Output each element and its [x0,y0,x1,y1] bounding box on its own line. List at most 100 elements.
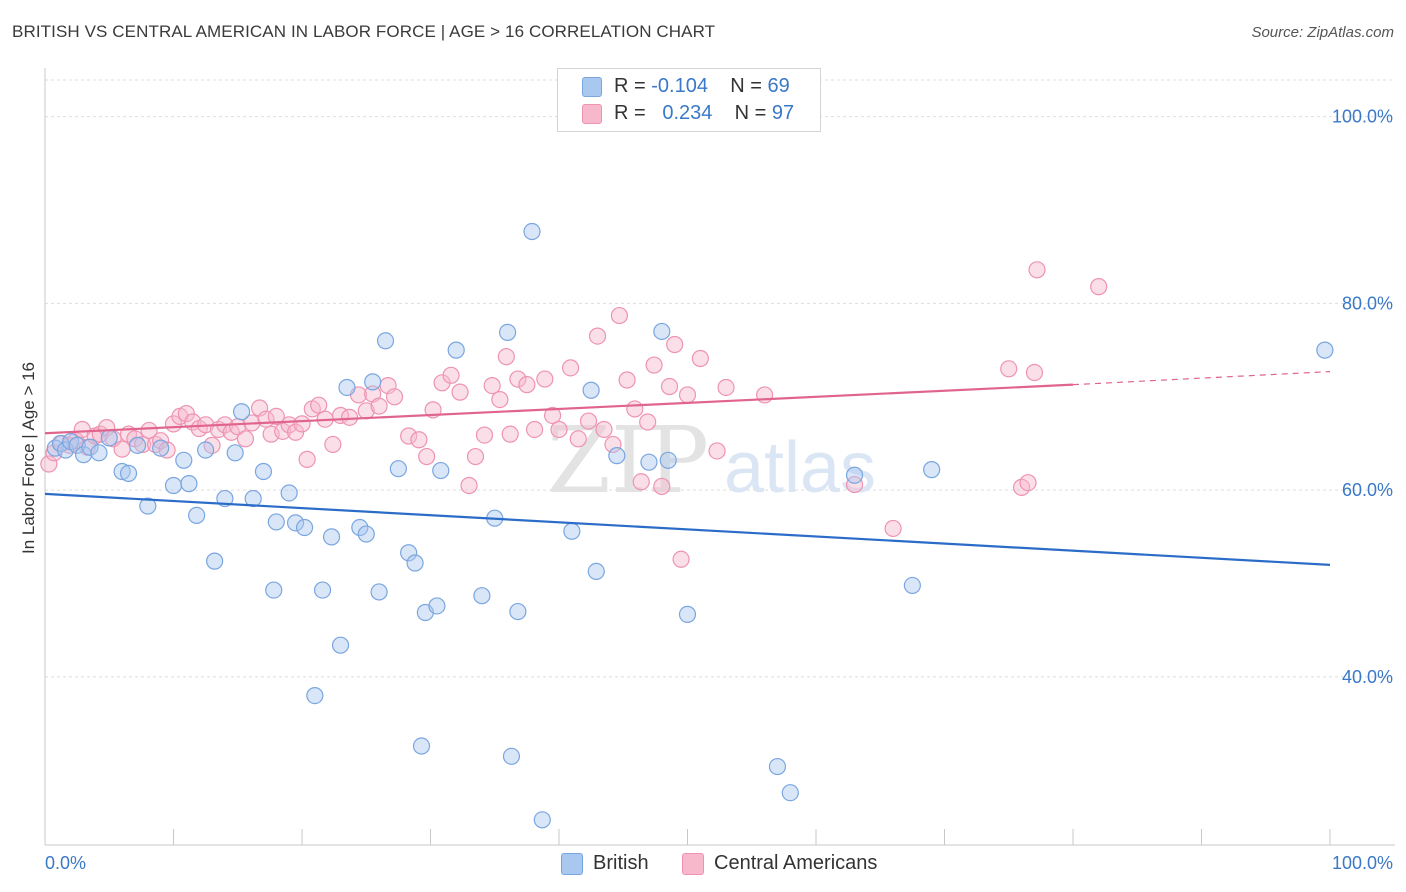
central-americans-point [466,447,485,466]
british-point [295,518,314,537]
y-tick-label: 100.0% [1332,107,1393,127]
central-legend-label: Central Americans [714,852,878,874]
central-americans-point [1025,363,1044,382]
british-point [197,441,215,459]
british-point [206,552,224,570]
british-point [768,757,787,776]
british-point [447,341,465,359]
central-americans-point [525,420,544,439]
gridlines [45,79,1395,678]
central-americans-point [400,427,418,445]
british-r-value: -0.104 [651,75,708,97]
british-trend-line [44,492,1331,566]
central-legend-swatch [682,853,704,875]
central-americans-point [501,425,519,443]
british-r-label: R = [614,75,646,97]
british-point [640,453,658,471]
british-point [267,513,285,531]
british-point [845,466,864,484]
central-americans-point [410,431,428,449]
central-americans-point [645,356,663,374]
central-r-label: R = [614,102,646,124]
central-americans-point [236,430,255,448]
british-point [338,378,356,397]
british-point [923,461,941,479]
british-point [608,447,626,465]
british-point [582,381,600,399]
central-americans-point [884,519,902,538]
british-point [523,222,541,241]
central-americans-point [40,455,58,473]
y-tick-label: 60.0% [1342,480,1393,500]
british-point [254,462,273,481]
british-point [331,636,350,654]
british-point [152,439,170,457]
central-americans-point [418,447,436,466]
central-americans-point [595,420,613,439]
central-americans-point [660,377,679,396]
central-americans-point [509,370,527,388]
source-label: Source: ZipAtlas.com [1251,24,1394,41]
british-point [100,429,118,447]
central-americans-point [1000,360,1018,378]
central-americans-point [610,306,628,325]
central-americans-point [113,440,131,458]
central-americans-point [385,388,404,406]
central-americans-point [475,426,494,444]
british-point [226,444,244,462]
trend-lines [44,370,1331,566]
british-point [376,332,395,350]
central-n-label: N = [734,102,767,124]
british-point [587,562,605,581]
axis-labels: 40.0% 60.0% 80.0% 100.0% 0.0% 100.0% In Labor … [19,107,1393,873]
british-point [357,525,375,543]
british-point [428,597,446,615]
central-americans-point [618,371,636,389]
central-americans-point [632,473,650,491]
y-tick-label: 80.0% [1342,293,1393,313]
central-americans-point [324,435,342,454]
british-point [306,686,324,705]
british-swatch [582,77,602,97]
british-point [244,489,262,508]
central-americans-point [158,441,176,459]
british-point [678,605,697,623]
central-americans-point [1090,278,1108,296]
x-tick-label-max: 100.0% [1332,853,1393,873]
british-point [1316,341,1334,359]
central-americans-point [653,477,671,496]
central-americans-point [561,359,580,377]
british-point [533,811,551,829]
central-americans-point [460,476,478,495]
central-americans-point [604,435,622,454]
british-point [175,451,193,469]
watermark-zip: ZIP [547,407,709,514]
central-americans-point [550,420,568,439]
british-point [370,583,388,601]
central-americans-point [708,442,726,460]
central-n-value: 97 [771,102,795,124]
british-point [188,506,206,524]
central-americans-point [678,386,697,404]
x-tick-label-min: 0.0% [45,853,86,873]
british-point [322,528,341,546]
british-legend-label: British [593,852,649,874]
central-americans-point [298,450,316,468]
british-n-label: N = [730,75,762,97]
central-americans-point [293,415,311,433]
central-americans-point [845,475,864,494]
central-americans-point [588,327,607,345]
central-americans-point [451,383,469,401]
british-point [400,544,418,562]
british-point [509,602,527,621]
central-americans-point [639,413,657,431]
central-americans-point [140,421,158,440]
central-americans-point [310,396,328,414]
central-americans-point [1028,261,1046,279]
british-point [68,436,86,454]
central-americans-point [370,397,388,415]
central-americans-trend-extension [1072,370,1331,386]
central-americans-point [274,422,292,440]
british-point [406,554,424,572]
